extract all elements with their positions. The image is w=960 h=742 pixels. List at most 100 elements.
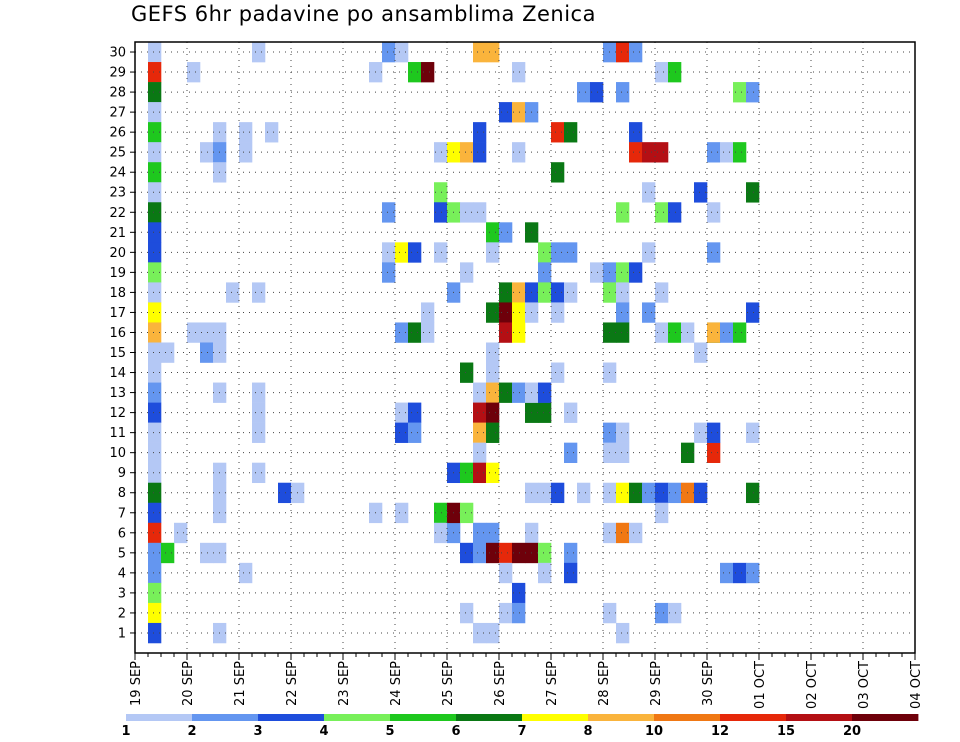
heatmap-cell	[746, 482, 760, 504]
heatmap-cell	[408, 62, 422, 83]
heatmap-cell	[512, 382, 526, 403]
grid-layer	[135, 42, 915, 653]
heatmap-cell	[655, 282, 669, 303]
heatmap-cell	[629, 482, 643, 504]
heatmap-cell	[187, 62, 201, 83]
heatmap-cell	[512, 322, 526, 343]
heatmap-cell	[408, 242, 422, 263]
heatmap-cell	[694, 422, 708, 443]
heatmap-cell	[382, 202, 396, 223]
heatmap-cell	[200, 542, 214, 564]
heatmap-cell	[655, 142, 669, 163]
heatmap-cell	[473, 42, 487, 63]
heatmap-cell	[473, 382, 487, 403]
heatmap-cell	[616, 322, 630, 343]
y-tick-label: 4	[118, 566, 126, 581]
heatmap-cell	[473, 422, 487, 443]
heatmap-cell	[434, 202, 448, 223]
heatmap-cell	[616, 422, 630, 443]
heatmap-cell	[512, 282, 526, 303]
colorbar-tick-label: 15	[777, 724, 795, 739]
heatmap-cell	[707, 322, 721, 343]
heatmap-cell	[395, 402, 409, 423]
heatmap-cell	[499, 322, 513, 343]
heatmap-cell	[616, 42, 630, 63]
colorbar-swatch	[390, 714, 457, 721]
x-tick-label: 24 SEP	[389, 661, 404, 706]
heatmap-cell	[148, 162, 162, 183]
heatmap-cell	[538, 262, 552, 283]
heatmap-cell	[707, 142, 721, 163]
heatmap-cell	[499, 282, 513, 303]
heatmap-cell	[148, 62, 162, 83]
heatmap-cell	[421, 302, 435, 323]
heatmap-cell	[486, 422, 500, 443]
heatmap-cell	[733, 562, 747, 584]
heatmap-cell	[408, 402, 422, 423]
heatmap-cell	[668, 482, 682, 504]
heatmap-cell	[564, 122, 578, 143]
heatmap-cell	[616, 302, 630, 323]
heatmap-cell	[512, 102, 526, 123]
heatmap-cell	[148, 422, 162, 443]
y-tick-label: 1	[118, 626, 126, 641]
heatmap-cell	[538, 482, 552, 504]
heatmap-cell	[616, 522, 630, 544]
heatmap-cell	[148, 222, 162, 243]
heatmap-cell	[642, 242, 656, 263]
heatmap-cell	[460, 142, 474, 163]
heatmap-cell	[486, 302, 500, 323]
colorbar-swatch	[126, 714, 193, 721]
heatmap-cell	[148, 302, 162, 323]
colorbar-swatch	[786, 714, 853, 721]
heatmap-cell	[707, 422, 721, 443]
heatmap-cell	[629, 522, 643, 544]
y-tick-label: 15	[109, 346, 126, 361]
heatmap-cell	[486, 242, 500, 263]
colorbar-swatch	[522, 714, 589, 721]
heatmap-cell	[538, 562, 552, 584]
x-tick-label: 27 SEP	[545, 661, 560, 706]
heatmap-cell	[148, 362, 162, 383]
heatmap-cell	[590, 262, 604, 283]
x-tick-label: 26 SEP	[493, 661, 508, 706]
heatmap-cell	[382, 262, 396, 283]
heatmap-cell	[629, 142, 643, 163]
y-tick-label: 16	[109, 326, 126, 341]
heatmap-cell	[590, 82, 604, 103]
heatmap-cell	[148, 122, 162, 143]
y-tick-label: 29	[109, 66, 126, 81]
colorbar-swatch	[192, 714, 259, 721]
heatmap-cell	[616, 442, 630, 463]
heatmap-cell	[616, 622, 630, 644]
heatmap-cell	[551, 242, 565, 263]
heatmap-cell	[148, 142, 162, 163]
heatmap-cell	[473, 522, 487, 544]
heatmap-cell	[629, 42, 643, 63]
x-tick-label: 30 SEP	[701, 661, 716, 706]
heatmap-cell	[486, 382, 500, 403]
heatmap-cell	[551, 302, 565, 323]
y-tick-label: 26	[109, 126, 126, 141]
heatmap-cell	[486, 622, 500, 644]
heatmap-cell	[200, 342, 214, 363]
heatmap-cell	[564, 442, 578, 463]
heatmap-cell	[733, 82, 747, 103]
heatmap-cell	[460, 602, 474, 624]
y-tick-label: 23	[109, 186, 126, 201]
x-tick-label: 28 SEP	[597, 661, 612, 706]
y-tick-label: 14	[109, 366, 126, 381]
heatmap-cell	[252, 462, 266, 484]
heatmap-cell	[395, 42, 409, 63]
heatmap-cell	[486, 542, 500, 564]
heatmap-cell	[538, 382, 552, 403]
heatmap-cell	[382, 42, 396, 63]
heatmap-cell	[655, 602, 669, 624]
colorbar-swatch	[720, 714, 787, 721]
heatmap-cell	[499, 302, 513, 323]
heatmap-cell	[252, 382, 266, 403]
y-tick-label: 27	[109, 106, 126, 121]
heatmap-cell	[564, 542, 578, 564]
heatmap-cell	[746, 302, 760, 323]
